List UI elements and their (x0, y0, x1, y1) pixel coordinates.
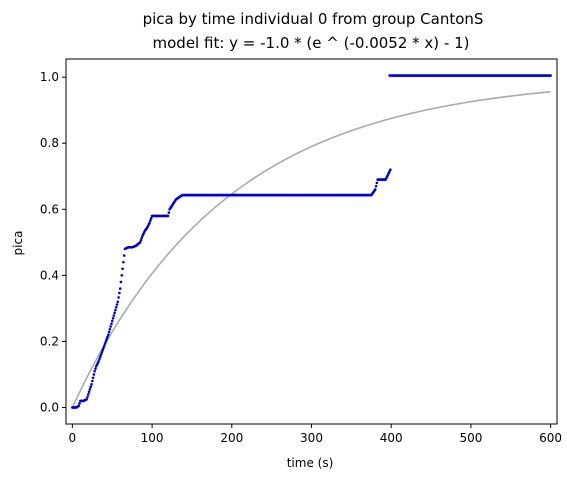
data-point (138, 241, 142, 244)
y-tick-label: 0.6 (40, 202, 59, 216)
data-point (110, 319, 114, 323)
x-axis-ticks: 0 100 200 300 400 500 600 (69, 424, 562, 445)
data-point (91, 379, 94, 383)
data-point (118, 291, 121, 295)
data-point (107, 330, 111, 334)
x-tick-label: 0 (69, 431, 77, 445)
y-tick-label: 0.4 (40, 268, 59, 282)
y-tick-label: 0.0 (40, 400, 59, 414)
data-point (112, 314, 116, 317)
data-point (110, 322, 113, 326)
data-point (122, 254, 126, 257)
data-point (90, 383, 93, 386)
data-point (77, 404, 81, 408)
data-point (118, 287, 122, 290)
data-point (108, 328, 112, 331)
data-point (549, 74, 552, 77)
data-point (140, 236, 144, 240)
data-point (389, 168, 392, 171)
data-point (109, 325, 112, 328)
data-point (106, 335, 109, 339)
data-point (102, 346, 105, 350)
data-point (120, 274, 124, 277)
data-point (113, 311, 116, 315)
data-point (94, 367, 97, 370)
data-point (373, 188, 377, 191)
data-point (148, 221, 151, 224)
data-point (100, 351, 104, 354)
data-point (98, 355, 102, 359)
data-point (116, 300, 120, 304)
data-point (93, 369, 96, 373)
data-point (101, 348, 104, 352)
data-point (87, 392, 90, 396)
x-tick-label: 400 (380, 431, 403, 445)
data-point (114, 305, 118, 309)
data-point (85, 397, 89, 401)
data-point (99, 353, 103, 356)
x-tick-label: 500 (459, 431, 482, 445)
x-tick-label: 600 (539, 431, 562, 445)
data-point (122, 260, 125, 264)
y-tick-label: 1.0 (40, 70, 59, 84)
data-point (149, 216, 153, 220)
data-point (117, 296, 120, 299)
chart-subtitle: model fit: y = -1.0 * (e ^ (-0.0052 * x)… (153, 34, 470, 52)
y-axis-label: pica (11, 231, 25, 256)
data-point (97, 359, 100, 363)
data-point (166, 214, 170, 218)
data-point (375, 181, 379, 185)
y-tick-label: 0.2 (40, 334, 59, 348)
data-point (106, 333, 110, 337)
data-point (91, 376, 95, 380)
data-point (86, 395, 89, 399)
x-tick-label: 300 (300, 431, 323, 445)
data-point (111, 317, 115, 320)
x-axis-label: time (s) (287, 456, 334, 470)
data-point (115, 303, 119, 306)
y-tick-label: 0.8 (40, 136, 59, 150)
data-point (87, 390, 91, 394)
data-point (374, 184, 378, 188)
plot-area (65, 58, 558, 425)
data-point (88, 388, 92, 391)
data-point (89, 385, 93, 389)
points-layer (71, 74, 552, 409)
data-point (121, 267, 124, 271)
data-point (119, 280, 123, 284)
data-point (105, 337, 108, 341)
data-point (167, 211, 171, 214)
data-point (103, 342, 107, 345)
x-tick-label: 100 (141, 431, 164, 445)
data-point (102, 344, 106, 348)
y-axis-ticks: 0.0 0.2 0.4 0.6 0.8 1.0 (40, 70, 66, 414)
data-point (139, 238, 143, 242)
chart-title: pica by time individual 0 from group Can… (143, 10, 484, 28)
data-point (114, 308, 117, 312)
x-tick-label: 200 (220, 431, 243, 445)
model-fit-curve (71, 90, 551, 408)
data-point (78, 402, 81, 405)
model-fit-layer (71, 90, 551, 408)
data-point (98, 357, 101, 361)
data-point (149, 219, 152, 222)
data-point (104, 340, 108, 343)
data-point (92, 373, 96, 376)
